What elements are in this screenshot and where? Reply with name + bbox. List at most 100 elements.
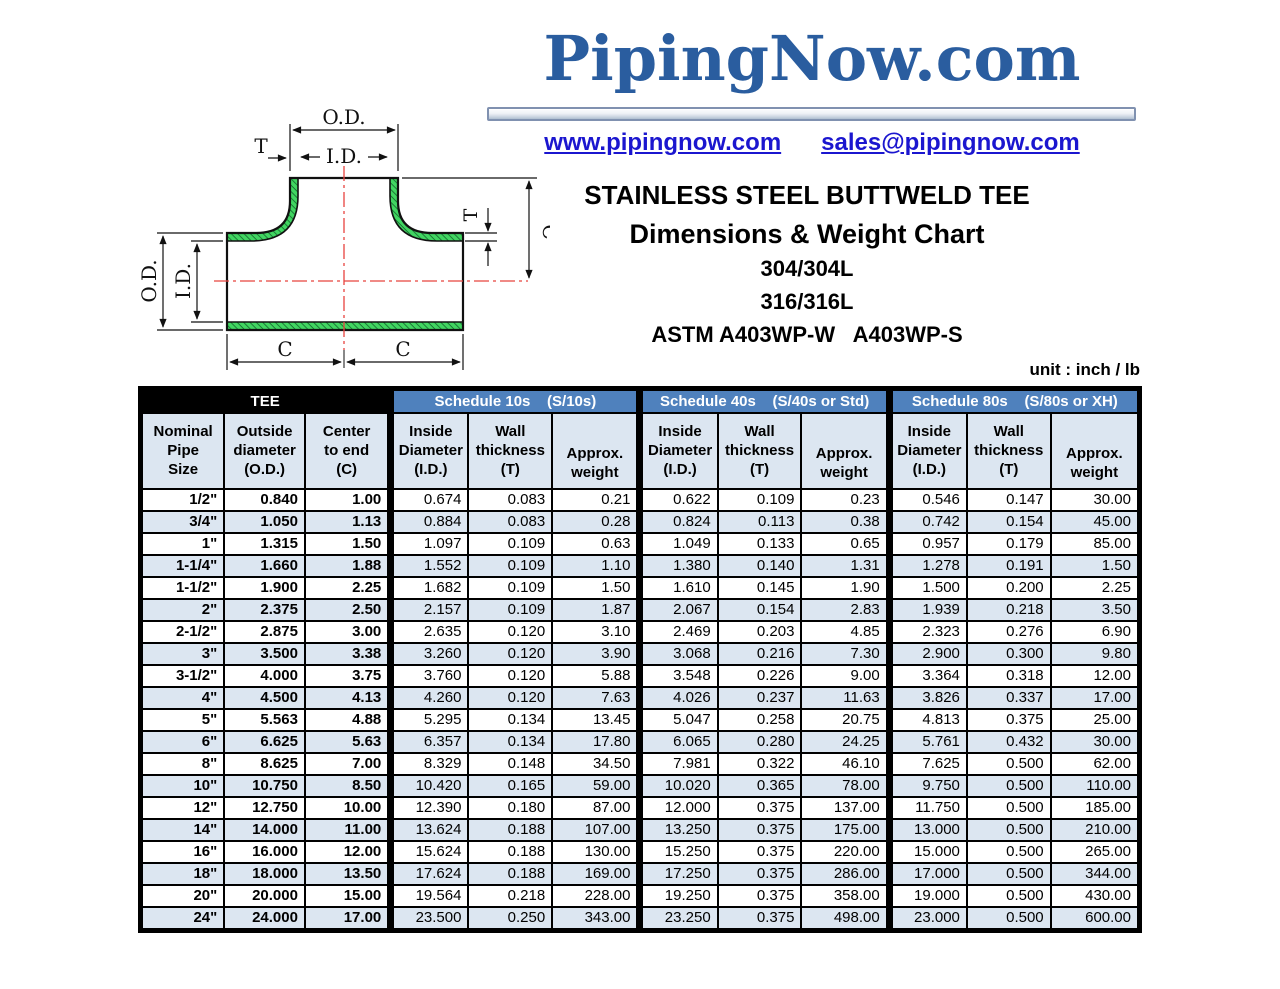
- value-cell: 1.13: [303, 509, 392, 534]
- value-cell: 0.109: [467, 553, 554, 578]
- value-cell: 0.23: [800, 487, 891, 512]
- value-cell: 0.226: [716, 663, 803, 688]
- value-cell: 0.824: [636, 509, 719, 534]
- value-cell: 5.563: [223, 707, 306, 732]
- pipe-size-cell: 20": [139, 883, 226, 908]
- value-cell: 2.83: [800, 597, 891, 622]
- value-cell: 1.50: [303, 531, 392, 556]
- value-cell: 4.500: [223, 685, 306, 710]
- value-cell: 78.00: [800, 773, 891, 798]
- value-cell: 9.750: [885, 773, 968, 798]
- table-row: 3/4" 1.050 1.13 0.884 0.083 0.28 0.824 0.113 0.3…: [139, 509, 1141, 534]
- value-cell: 0.200: [965, 575, 1052, 600]
- pipe-size-cell: 10": [139, 773, 226, 798]
- table-row: 1" 1.315 1.50 1.097 0.109 0.63 1.049 0.133 0.65 0…: [139, 531, 1141, 556]
- value-cell: 17.80: [551, 729, 641, 754]
- column-header: Wall thickness (T): [467, 411, 554, 490]
- value-cell: 6.357: [387, 729, 470, 754]
- value-cell: 3.760: [387, 663, 470, 688]
- column-header: Inside Diameter (I.D.): [885, 411, 968, 490]
- table-row: 8" 8.625 7.00 8.329 0.148 34.50 7.981 0.322 46.1…: [139, 751, 1141, 776]
- column-header-row: Nominal Pipe Size Outside diameter (O.D.)…: [139, 411, 1141, 490]
- grade-304: 304/304L: [760, 256, 854, 281]
- value-cell: 2.067: [636, 597, 719, 622]
- column-header: Nominal Pipe Size: [139, 411, 226, 490]
- value-cell: 0.500: [965, 817, 1052, 842]
- group-header-sch40s: Schedule 40s (S/40s or Std): [636, 387, 891, 414]
- value-cell: 17.624: [387, 861, 470, 886]
- value-cell: 0.109: [467, 597, 554, 622]
- website-link[interactable]: www.pipingnow.com: [544, 129, 782, 156]
- value-cell: 0.375: [716, 795, 803, 820]
- column-header: Center to end (C): [303, 411, 392, 490]
- column-header: Inside Diameter (I.D.): [387, 411, 470, 490]
- value-cell: 0.120: [467, 685, 554, 710]
- value-cell: 4.88: [303, 707, 392, 732]
- pipe-size-cell: 14": [139, 817, 226, 842]
- value-cell: 3.10: [551, 619, 641, 644]
- table-row: 1/2" 0.840 1.00 0.674 0.083 0.21 0.622 0.109 0.2…: [139, 487, 1141, 512]
- value-cell: 110.00: [1049, 773, 1141, 798]
- value-cell: 0.500: [965, 795, 1052, 820]
- value-cell: 8.625: [223, 751, 306, 776]
- value-cell: 0.109: [467, 575, 554, 600]
- value-cell: 0.375: [716, 839, 803, 864]
- value-cell: 3.826: [885, 685, 968, 710]
- value-cell: 0.120: [467, 641, 554, 666]
- value-cell: 45.00: [1049, 509, 1141, 534]
- value-cell: 1.278: [885, 553, 968, 578]
- value-cell: 2.157: [387, 597, 470, 622]
- column-header: Wall thickness (T): [716, 411, 803, 490]
- value-cell: 10.020: [636, 773, 719, 798]
- value-cell: 1.50: [1049, 553, 1141, 578]
- pipe-size-cell: 1-1/4": [139, 553, 226, 578]
- value-cell: 0.109: [467, 531, 554, 556]
- column-header: Approx. weight: [800, 411, 891, 490]
- value-cell: 1.552: [387, 553, 470, 578]
- value-cell: 0.140: [716, 553, 803, 578]
- value-cell: 1.50: [551, 575, 641, 600]
- value-cell: 3.90: [551, 641, 641, 666]
- value-cell: 1.88: [303, 553, 392, 578]
- value-cell: 5.88: [551, 663, 641, 688]
- value-cell: 1.00: [303, 487, 392, 512]
- value-cell: 1.900: [223, 575, 306, 600]
- value-cell: 0.134: [467, 729, 554, 754]
- pipe-size-cell: 2": [139, 597, 226, 622]
- dimension-lines: [157, 124, 537, 370]
- value-cell: 7.30: [800, 641, 891, 666]
- value-cell: 0.375: [965, 707, 1052, 732]
- value-cell: 23.500: [387, 905, 470, 931]
- value-cell: 0.218: [467, 883, 554, 908]
- value-cell: 0.546: [885, 487, 968, 512]
- pipe-size-cell: 2-1/2": [139, 619, 226, 644]
- value-cell: 2.375: [223, 597, 306, 622]
- tee-outer-outline: [225, 176, 465, 332]
- value-cell: 0.191: [965, 553, 1052, 578]
- value-cell: 10.420: [387, 773, 470, 798]
- value-cell: 0.216: [716, 641, 803, 666]
- value-cell: 0.120: [467, 619, 554, 644]
- value-cell: 0.188: [467, 839, 554, 864]
- value-cell: 13.45: [551, 707, 641, 732]
- pipe-size-cell: 3/4": [139, 509, 226, 534]
- value-cell: 2.469: [636, 619, 719, 644]
- dim-label-id-top: I.D.: [326, 144, 362, 168]
- value-cell: 0.113: [716, 509, 803, 534]
- value-cell: 0.365: [716, 773, 803, 798]
- grade-316: 316/316L: [760, 289, 854, 314]
- table-row: 12" 12.750 10.00 12.390 0.180 87.00 12.000 0.37…: [139, 795, 1141, 820]
- value-cell: 4.000: [223, 663, 306, 688]
- tee-diagram: O.D. I.D. T O.D. I.D. T C C C: [137, 105, 550, 370]
- value-cell: 0.38: [800, 509, 891, 534]
- value-cell: 228.00: [551, 883, 641, 908]
- table-row: 3" 3.500 3.38 3.260 0.120 3.90 3.068 0.216 7.30 2…: [139, 641, 1141, 666]
- value-cell: 265.00: [1049, 839, 1141, 864]
- value-cell: 1.097: [387, 531, 470, 556]
- table-row: 1-1/4" 1.660 1.88 1.552 0.109 1.10 1.380 0.140 1…: [139, 553, 1141, 578]
- email-link[interactable]: sales@pipingnow.com: [821, 129, 1080, 156]
- value-cell: 23.250: [636, 905, 719, 931]
- pipe-size-cell: 8": [139, 751, 226, 776]
- column-header: Approx. weight: [551, 411, 641, 490]
- value-cell: 12.000: [636, 795, 719, 820]
